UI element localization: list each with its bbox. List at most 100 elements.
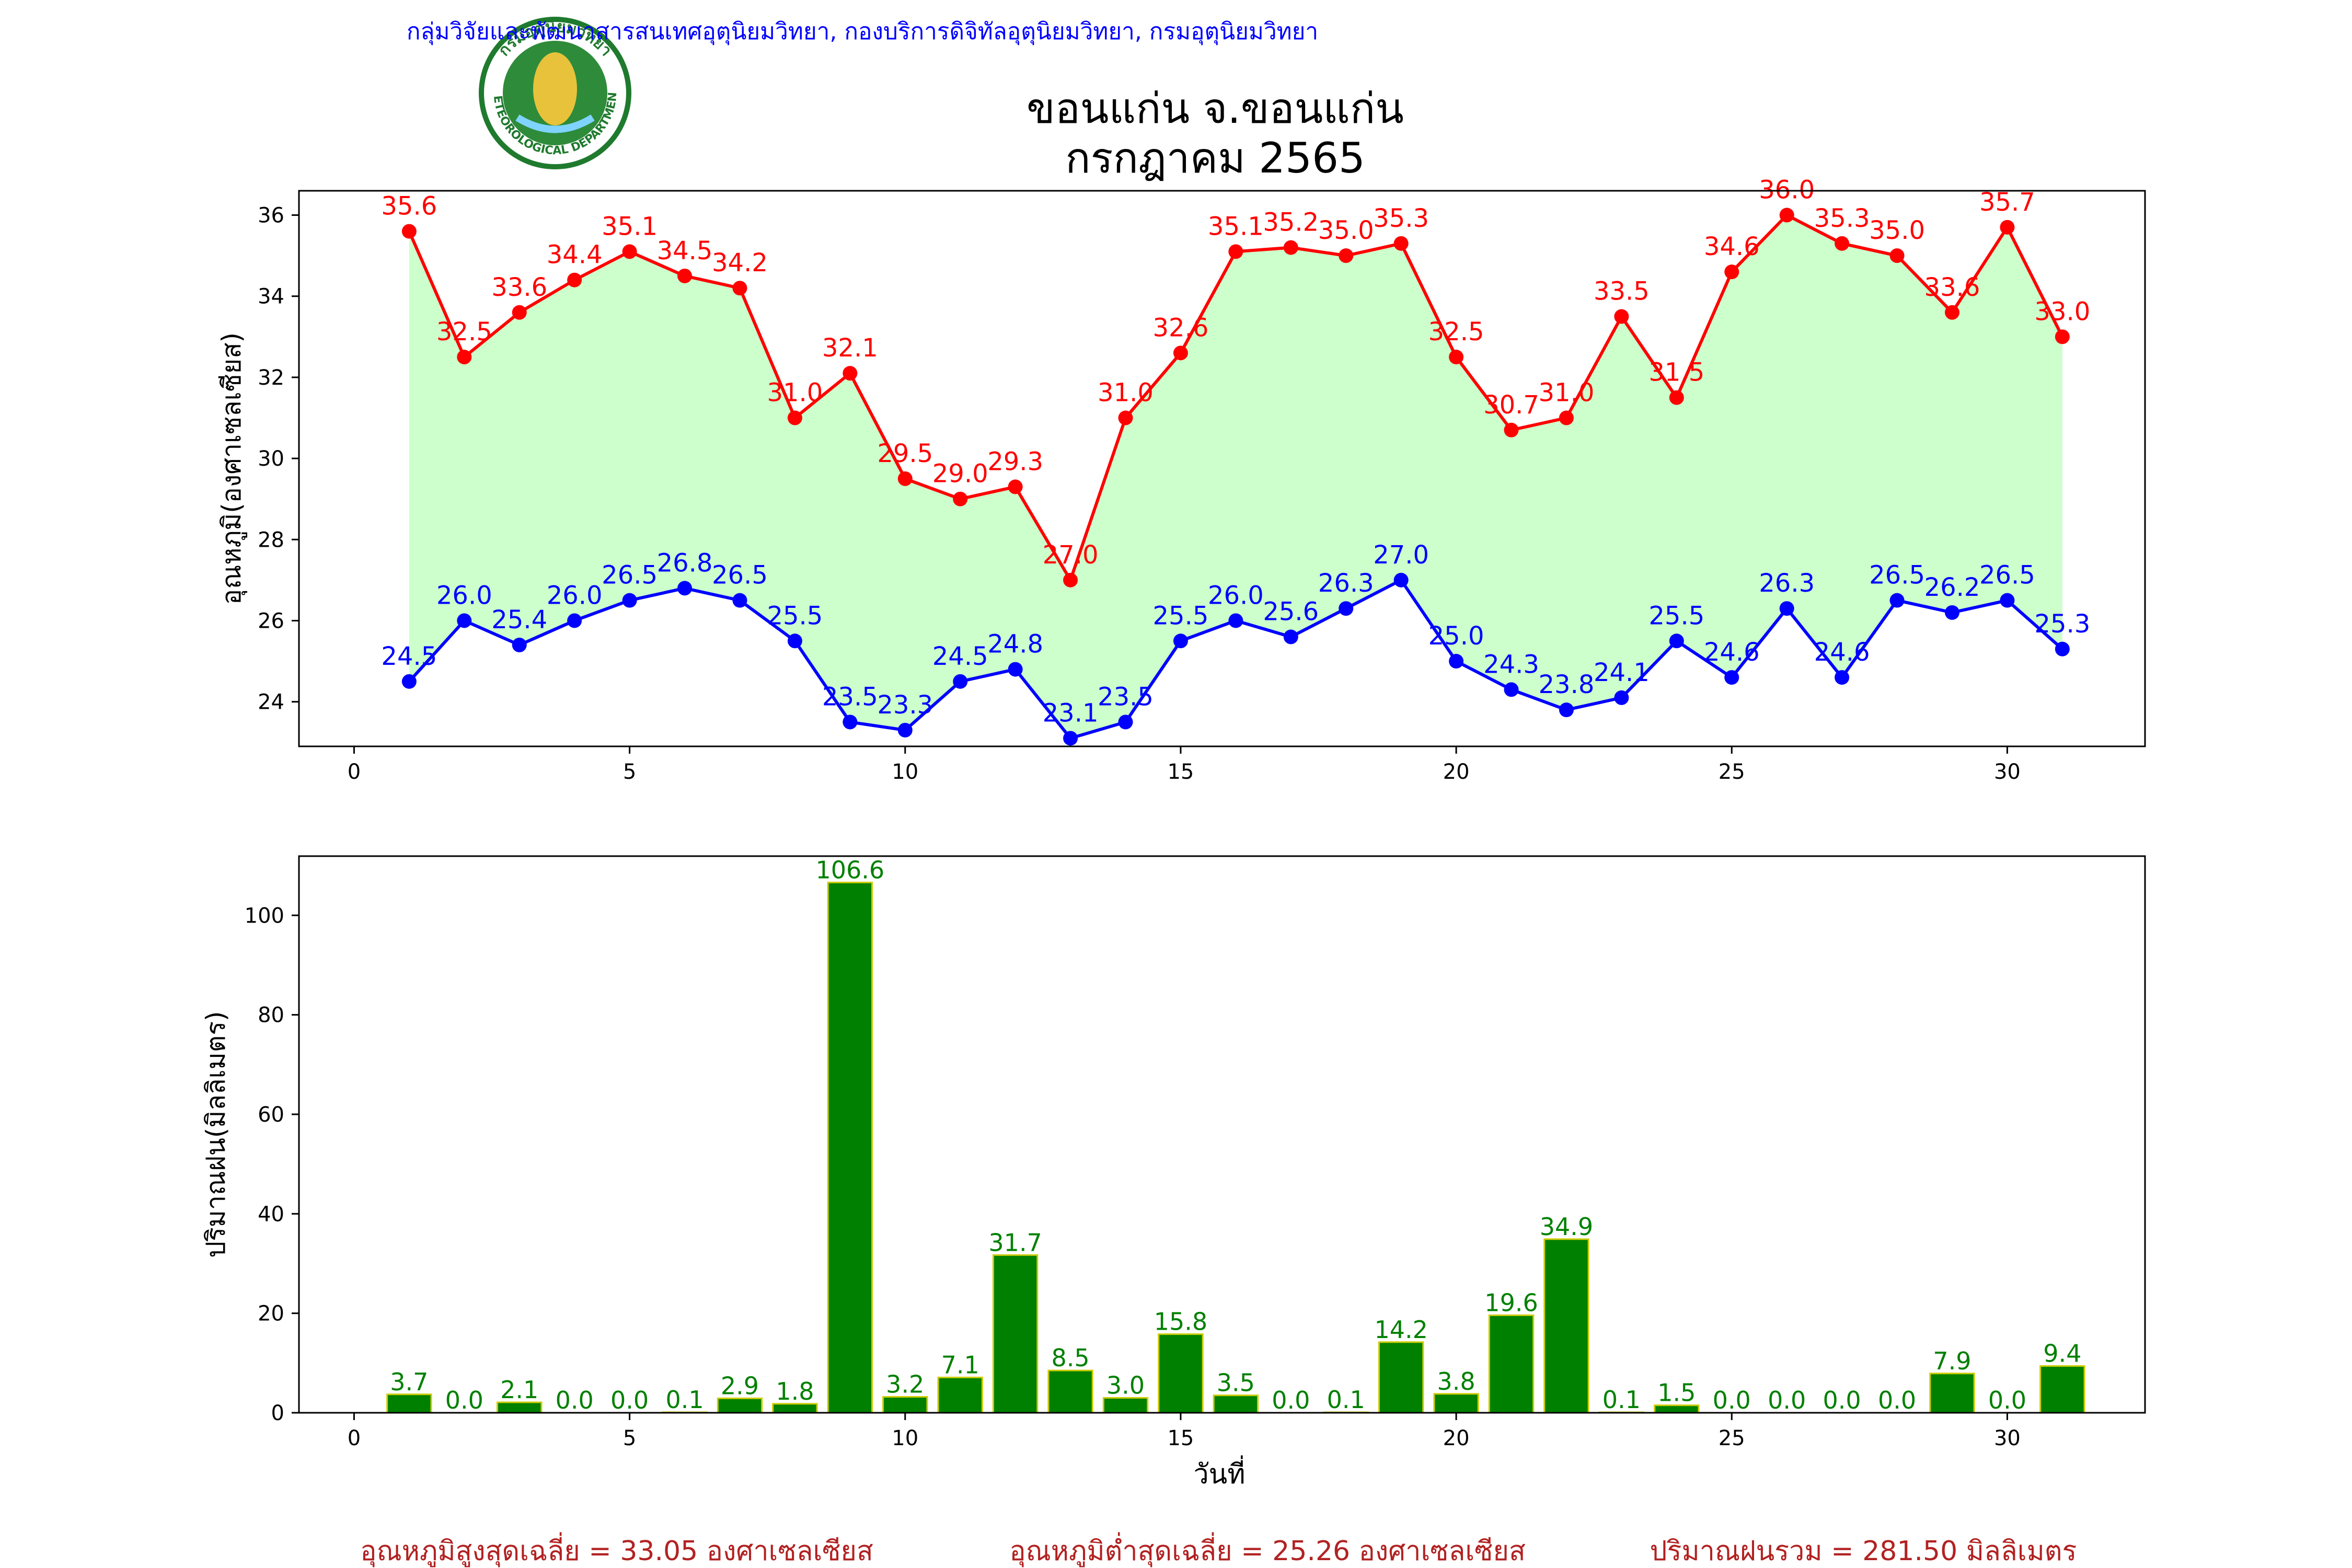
rain-label-day-2: 0.0	[445, 1386, 483, 1414]
max-temperature-point-day-8	[787, 410, 802, 425]
temperature-range-fill	[409, 215, 2062, 739]
rainfall-x-tick-label: 20	[1443, 1426, 1470, 1450]
rain-label-day-12: 31.7	[988, 1228, 1042, 1256]
rain-label-day-11: 7.1	[941, 1351, 979, 1379]
min-temperature-point-day-21	[1504, 682, 1519, 697]
min-temperature-point-day-26	[1779, 601, 1794, 616]
rain-bar-day-16	[1213, 1394, 1259, 1414]
max-temperature-label-day-1: 35.6	[381, 192, 437, 221]
min-temperature-point-day-10	[897, 722, 913, 737]
rainfall-x-tick-label: 10	[892, 1426, 918, 1450]
min-temperature-point-day-20	[1449, 654, 1464, 669]
rain-label-day-26: 0.0	[1768, 1386, 1806, 1414]
rain-label-day-17: 0.0	[1272, 1386, 1310, 1414]
max-temperature-label-day-21: 30.7	[1483, 390, 1539, 420]
max-temperature-point-day-1	[401, 224, 417, 239]
max-temperature-point-day-4	[567, 272, 582, 287]
max-temperature-label-day-14: 31.0	[1098, 378, 1154, 408]
rain-label-day-10: 3.2	[886, 1370, 924, 1399]
max-temperature-label-day-18: 35.0	[1318, 216, 1374, 245]
rain-bar-day-1	[386, 1393, 432, 1414]
max-temperature-label-day-16: 35.1	[1208, 212, 1264, 241]
rain-label-day-5: 0.0	[610, 1386, 649, 1414]
rainfall-x-tick-label: 5	[623, 1426, 636, 1450]
min-temperature-point-day-16	[1228, 613, 1243, 628]
max-temperature-point-day-31	[2055, 329, 2070, 344]
rainfall-y-tick-label: 60	[258, 1103, 284, 1127]
min-temperature-point-day-11	[953, 674, 968, 689]
min-temperature-label-day-24: 25.5	[1648, 601, 1704, 630]
rain-label-day-27: 0.0	[1823, 1386, 1861, 1414]
min-temperature-label-day-13: 23.1	[1043, 698, 1099, 728]
rain-label-day-3: 2.1	[500, 1376, 538, 1404]
max-temperature-label-day-22: 31.0	[1539, 378, 1595, 408]
min-temperature-label-day-5: 26.5	[602, 561, 658, 590]
min-temperature-point-day-25	[1724, 670, 1739, 685]
rainfall-y-tick-label: 80	[258, 1004, 284, 1028]
max-temperature-point-day-19	[1393, 236, 1409, 251]
min-temperature-label-day-27: 24.6	[1814, 638, 1870, 667]
max-temperature-point-day-5	[622, 244, 637, 259]
max-temperature-label-day-11: 29.0	[932, 459, 988, 489]
rain-label-day-30: 0.0	[1988, 1386, 2026, 1414]
temperature-y-tick-label: 28	[258, 528, 284, 552]
min-temperature-label-day-2: 26.0	[436, 581, 492, 610]
max-temperature-point-day-10	[897, 471, 913, 486]
rain-label-day-28: 0.0	[1878, 1386, 1916, 1414]
max-temperature-point-day-26	[1779, 207, 1794, 223]
max-temperature-label-day-4: 34.4	[547, 240, 603, 270]
max-temperature-label-day-15: 32.6	[1152, 313, 1208, 342]
min-temperature-label-day-11: 24.5	[932, 642, 988, 671]
min-temperature-point-day-24	[1669, 633, 1684, 649]
min-temperature-point-day-5	[622, 593, 637, 608]
rain-bar-day-10	[882, 1396, 928, 1414]
min-temperature-label-day-26: 26.3	[1759, 569, 1815, 598]
min-temperature-point-day-27	[1835, 670, 1850, 685]
min-temperature-label-day-23: 24.1	[1594, 658, 1650, 687]
max-temperature-point-day-13	[1063, 572, 1078, 587]
max-temperature-label-day-20: 32.5	[1428, 317, 1484, 347]
rainfall-x-tick-label: 15	[1167, 1426, 1194, 1450]
min-temperature-point-day-22	[1559, 702, 1574, 718]
rain-label-day-20: 3.8	[1437, 1367, 1475, 1396]
min-temperature-point-day-28	[1889, 593, 1905, 608]
max-temperature-label-day-6: 34.5	[657, 236, 713, 266]
min-temperature-point-day-29	[1944, 605, 1959, 620]
rain-bar-day-19	[1378, 1341, 1424, 1414]
max-temperature-label-day-31: 33.0	[2034, 297, 2090, 326]
rain-bar-day-31	[2039, 1365, 2085, 1414]
summary-total-rain: ปริมาณฝนรวม = 281.50 มิลลิเมตร	[1650, 1536, 2077, 1567]
max-temperature-point-day-11	[953, 491, 968, 506]
rain-label-day-23: 0.1	[1602, 1386, 1641, 1414]
min-temperature-label-day-3: 25.4	[491, 605, 547, 635]
temperature-y-tick-label: 26	[258, 609, 284, 633]
min-temperature-label-day-21: 24.3	[1483, 650, 1539, 679]
rain-label-day-22: 34.9	[1540, 1213, 1593, 1241]
min-temperature-point-day-17	[1283, 629, 1298, 644]
max-temperature-label-day-23: 33.5	[1594, 277, 1650, 306]
rain-bar-day-9	[827, 881, 873, 1414]
rain-bar-day-15	[1158, 1333, 1204, 1414]
temperature-x-tick-label: 5	[623, 760, 636, 784]
max-temperature-label-day-29: 33.6	[1924, 273, 1980, 302]
temperature-x-tick-label: 0	[348, 760, 361, 784]
rainfall-y-axis-label: ปริมาณฝน(มิลลิเมตร)	[201, 1011, 231, 1258]
rain-bar-day-20	[1433, 1393, 1479, 1414]
rain-label-day-31: 9.4	[2043, 1340, 2081, 1368]
temperature-y-tick-label: 34	[258, 285, 284, 309]
min-temperature-label-day-6: 26.8	[657, 548, 713, 578]
logo-clouds	[515, 114, 595, 133]
max-temperature-label-day-30: 35.7	[1979, 188, 2035, 217]
max-temperature-label-day-2: 32.5	[436, 317, 492, 347]
max-temperature-label-day-7: 34.2	[712, 248, 768, 278]
rain-label-day-16: 3.5	[1217, 1369, 1255, 1397]
rain-label-day-6: 0.1	[665, 1386, 704, 1414]
min-temperature-label-day-7: 26.5	[712, 561, 768, 590]
max-temperature-point-day-28	[1889, 248, 1905, 263]
max-temperature-point-day-17	[1283, 240, 1298, 255]
min-temperature-point-day-2	[457, 613, 472, 628]
max-temperature-label-day-13: 27.0	[1043, 540, 1099, 570]
temperature-y-tick-label: 30	[258, 447, 284, 471]
max-temperature-point-day-7	[732, 281, 747, 296]
